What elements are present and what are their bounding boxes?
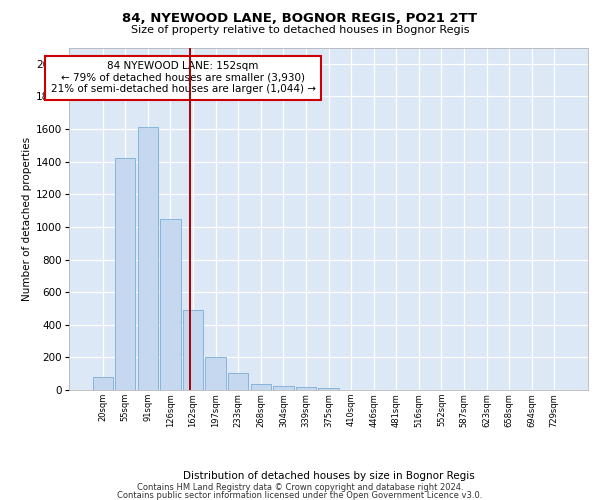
Bar <box>92 377 113 390</box>
Text: 84, NYEWOOD LANE, BOGNOR REGIS, PO21 2TT: 84, NYEWOOD LANE, BOGNOR REGIS, PO21 2TT <box>122 12 478 26</box>
Text: Contains HM Land Registry data © Crown copyright and database right 2024.: Contains HM Land Registry data © Crown c… <box>137 482 463 492</box>
Bar <box>183 310 203 390</box>
Bar <box>296 386 316 390</box>
Bar <box>205 356 226 390</box>
Bar <box>138 128 158 390</box>
Bar <box>251 384 271 390</box>
Bar <box>160 219 181 390</box>
Bar <box>273 386 293 390</box>
Bar <box>228 373 248 390</box>
Bar <box>115 158 136 390</box>
Y-axis label: Number of detached properties: Number of detached properties <box>22 136 32 301</box>
Text: 84 NYEWOOD LANE: 152sqm
← 79% of detached houses are smaller (3,930)
21% of semi: 84 NYEWOOD LANE: 152sqm ← 79% of detache… <box>50 61 316 94</box>
Text: Contains public sector information licensed under the Open Government Licence v3: Contains public sector information licen… <box>118 491 482 500</box>
Bar <box>319 388 338 390</box>
Text: Size of property relative to detached houses in Bognor Regis: Size of property relative to detached ho… <box>131 25 469 35</box>
X-axis label: Distribution of detached houses by size in Bognor Regis: Distribution of detached houses by size … <box>182 471 475 481</box>
